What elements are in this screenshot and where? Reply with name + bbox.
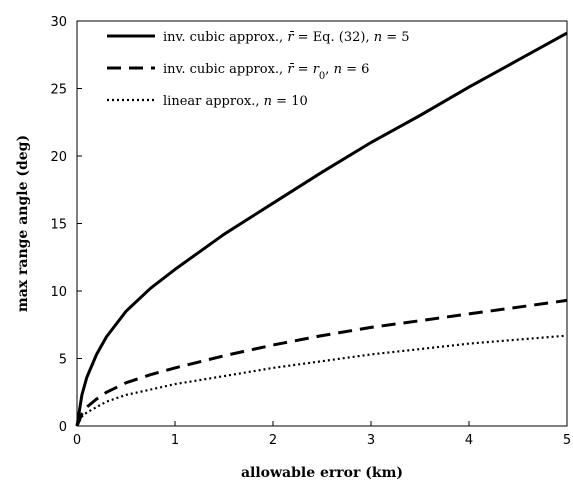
legend-label-2: inv. cubic approx., r̄ = r0, n = 6 (163, 62, 369, 82)
y-tick-label: 20 (50, 150, 67, 165)
legend-label-3: linear approx., n = 10 (163, 94, 308, 109)
y-tick-label: 25 (50, 83, 67, 98)
series-line-3 (76, 334, 568, 427)
x-axis-title: allowable error (km) (241, 465, 403, 481)
legend-label-1: inv. cubic approx., r̄ = Eq. (32), n = 5 (163, 30, 410, 45)
x-tick-label: 3 (367, 433, 375, 448)
y-tick-label: 30 (50, 15, 67, 30)
x-tick-label: 0 (73, 433, 81, 448)
x-tick-label: 2 (269, 433, 277, 448)
y-axis-title: max range angle (deg) (15, 135, 31, 312)
axes (76, 20, 568, 427)
x-tick-label: 4 (465, 433, 473, 448)
series-line-2 (75, 298, 568, 427)
series-lines (75, 31, 568, 427)
y-tick-label: 10 (50, 285, 67, 300)
legend: inv. cubic approx., r̄ = Eq. (32), n = 5… (107, 30, 410, 109)
plot-frame (76, 20, 568, 427)
axis-titles: allowable error (km) max range angle (deg… (15, 135, 403, 481)
x-tick-label: 5 (563, 433, 571, 448)
x-tick-label: 1 (171, 433, 179, 448)
y-tick-label: 0 (59, 420, 67, 435)
series-line-1 (75, 31, 568, 427)
ticks: 0 1 2 3 4 5 0 5 10 15 20 25 30 (50, 15, 571, 448)
y-tick-label: 5 (59, 353, 67, 368)
y-tick-label: 15 (50, 218, 67, 233)
